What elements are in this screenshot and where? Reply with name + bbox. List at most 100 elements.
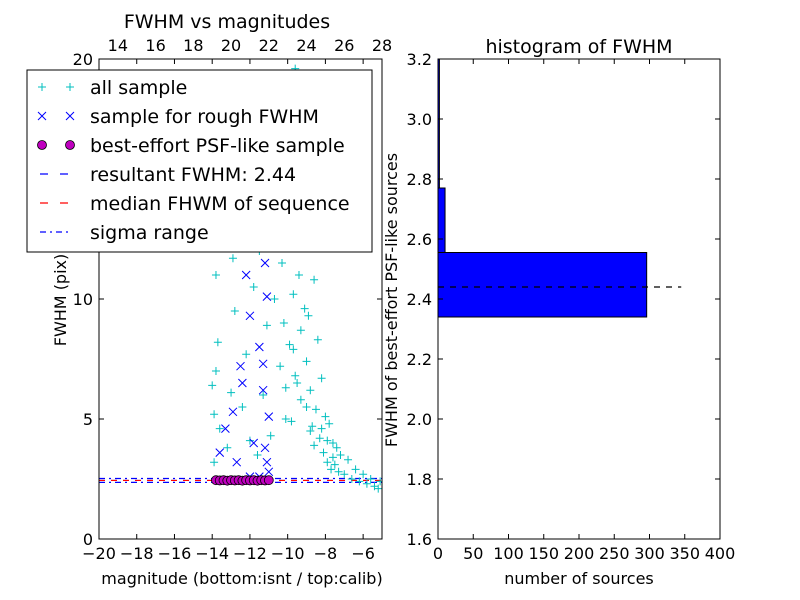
rough-fwhm-point bbox=[258, 385, 268, 395]
all-sample-point bbox=[330, 460, 339, 469]
legend-x-marker bbox=[37, 111, 47, 121]
all-sample-point bbox=[310, 275, 319, 284]
all-sample-point bbox=[344, 455, 353, 464]
x-tick-label: −18 bbox=[120, 544, 154, 563]
legend-label: median FHWM of sequence bbox=[90, 193, 350, 215]
all-sample-point bbox=[293, 379, 302, 387]
histogram-bar bbox=[437, 252, 648, 318]
all-sample-point bbox=[351, 465, 360, 474]
y-tick-label: 2.2 bbox=[407, 350, 432, 369]
all-sample-point bbox=[228, 254, 237, 263]
rough-fwhm-point bbox=[255, 342, 264, 352]
left-chart: FWHM vs magnitudes −20 −18 −16 −14 −12 −10 −8−… bbox=[26, 11, 393, 588]
all-sample-point bbox=[210, 410, 219, 419]
all-sample-point bbox=[266, 431, 275, 440]
all-sample-point bbox=[210, 458, 219, 467]
x-tick-label: 350 bbox=[669, 544, 700, 563]
rough-fwhm-point bbox=[241, 270, 251, 280]
y-tick-label: 2.6 bbox=[407, 230, 432, 249]
all-sample-point bbox=[215, 424, 224, 433]
right-x-axis-label: number of sources bbox=[504, 569, 654, 588]
all-sample-point bbox=[242, 350, 251, 359]
all-sample-point bbox=[366, 475, 375, 483]
all-sample-point bbox=[291, 371, 300, 380]
top-x-tick-label: 20 bbox=[221, 36, 241, 55]
all-sample-point bbox=[306, 386, 315, 395]
legend-entry: best-effort PSF-like sample bbox=[37, 135, 345, 157]
all-sample-point bbox=[340, 470, 349, 479]
legend-entry: all sample bbox=[38, 77, 187, 99]
all-sample-point bbox=[213, 338, 222, 347]
x-tick-label: −8 bbox=[314, 544, 338, 563]
y-tick-label: 2.4 bbox=[407, 290, 432, 309]
right-chart-title: histogram of FWHM bbox=[485, 36, 672, 58]
y-tick-label: 2.0 bbox=[407, 410, 432, 429]
all-sample-point bbox=[276, 362, 285, 371]
all-sample-point bbox=[302, 357, 311, 366]
rough-fwhm-point bbox=[221, 424, 230, 433]
y-tick-label: 2.8 bbox=[407, 170, 432, 189]
x-tick-label: 200 bbox=[564, 544, 595, 563]
left-marks bbox=[99, 64, 382, 493]
right-chart: histogram of FWHM 0 50 100 150 200 250 300 350 4… bbox=[382, 36, 735, 588]
x-tick-label: 250 bbox=[599, 544, 630, 563]
legend-entry: resultant FWHM: 2.44 bbox=[40, 164, 296, 186]
x-tick-label: −20 bbox=[82, 544, 116, 563]
legend-label: resultant FWHM: 2.44 bbox=[90, 164, 296, 186]
x-tick-label: 300 bbox=[634, 544, 665, 563]
left-x-axis-label: magnitude (bottom:isnt / top:calib) bbox=[101, 569, 382, 588]
top-x-tick-label: 14 bbox=[108, 36, 128, 55]
legend: all sample sample for rough FWHM best-effo… bbox=[26, 69, 373, 253]
all-sample-point bbox=[321, 412, 330, 421]
all-sample-point bbox=[300, 304, 309, 313]
all-sample-point bbox=[317, 424, 326, 433]
legend-x-marker bbox=[65, 111, 75, 121]
left-ticks: −20 −18 −16 −14 −12 −10 −8 −6 14 16 18 20 22 24 26 28 0 5… bbox=[73, 36, 393, 563]
legend-circle-marker bbox=[37, 140, 47, 150]
all-sample-point bbox=[294, 271, 303, 279]
all-sample-point bbox=[327, 465, 336, 474]
rough-fwhm-point bbox=[245, 311, 255, 321]
x-tick-label: −12 bbox=[233, 544, 267, 563]
all-sample-point bbox=[315, 434, 324, 443]
all-sample-point bbox=[362, 479, 371, 488]
all-sample-point bbox=[281, 415, 290, 423]
legend-label: all sample bbox=[90, 77, 187, 99]
x-tick-label: −6 bbox=[351, 544, 375, 563]
all-sample-point bbox=[289, 345, 298, 354]
all-sample-point bbox=[289, 290, 298, 299]
y-tick-label: 3.2 bbox=[407, 50, 432, 69]
all-sample-point bbox=[325, 419, 334, 428]
legend-circle-marker bbox=[65, 140, 75, 150]
all-sample-point bbox=[245, 436, 254, 445]
right-plot-area bbox=[437, 58, 721, 540]
histogram-bar bbox=[437, 187, 446, 253]
all-sample-point bbox=[323, 436, 332, 445]
top-x-tick-label: 16 bbox=[145, 36, 165, 55]
y-tick-label: 1.6 bbox=[407, 530, 432, 549]
x-tick-label: −10 bbox=[271, 544, 305, 563]
legend-label: sigma range bbox=[90, 222, 209, 244]
all-sample-point bbox=[310, 441, 319, 450]
legend-box bbox=[26, 69, 373, 253]
rough-fwhm-point bbox=[264, 467, 274, 477]
rough-fwhm-point bbox=[258, 359, 268, 369]
rough-fwhm-point bbox=[260, 258, 270, 268]
all-sample-point bbox=[359, 470, 368, 479]
y-tick-label: 0 bbox=[83, 530, 93, 549]
legend-plus-marker bbox=[38, 83, 46, 91]
legend-label: best-effort PSF-like sample bbox=[90, 135, 345, 157]
x-tick-label: 0 bbox=[433, 544, 443, 563]
x-tick-label: −16 bbox=[158, 544, 192, 563]
rough-fwhm-point bbox=[262, 457, 272, 467]
all-sample-point bbox=[334, 467, 343, 476]
all-sample-point bbox=[208, 381, 217, 390]
all-sample-point bbox=[319, 448, 328, 457]
all-sample-point bbox=[304, 311, 313, 320]
all-sample-point bbox=[279, 319, 288, 327]
legend-entry: median FHWM of sequence bbox=[40, 193, 350, 215]
all-sample-point bbox=[296, 326, 305, 335]
x-tick-label: 150 bbox=[528, 544, 559, 563]
all-sample-point bbox=[230, 307, 239, 315]
